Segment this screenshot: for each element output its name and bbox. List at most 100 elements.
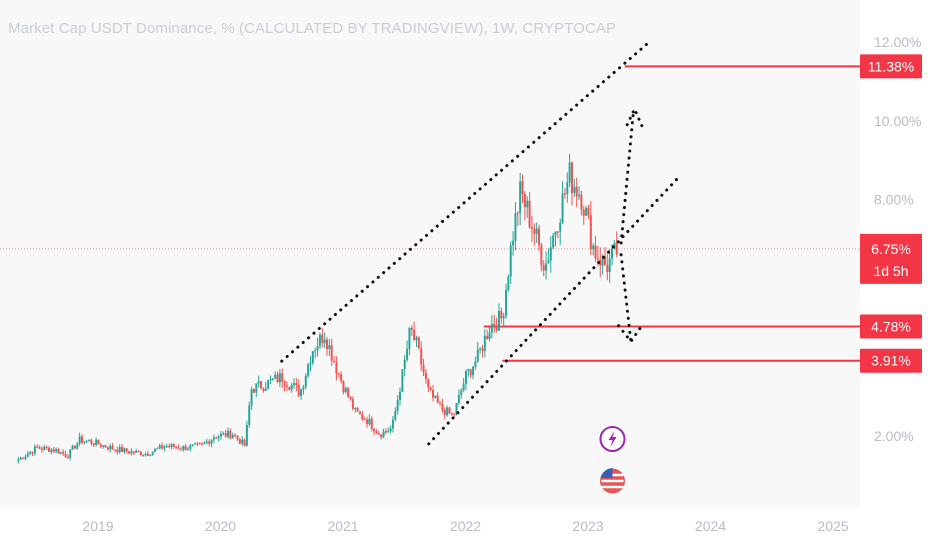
- candle-body: [556, 231, 559, 233]
- candle-body: [71, 445, 74, 450]
- candle-body: [219, 433, 222, 437]
- candle-body: [587, 207, 590, 216]
- candle-body: [55, 449, 58, 452]
- candle-body: [50, 449, 53, 452]
- x-tick-label: 2022: [450, 518, 481, 534]
- candle-body: [33, 446, 36, 454]
- candle-body: [285, 385, 288, 387]
- candle-body: [540, 245, 543, 266]
- candle-body: [594, 245, 597, 259]
- candle-body: [441, 403, 444, 410]
- candle-body: [448, 407, 451, 414]
- candle-body: [293, 383, 295, 385]
- candle-body: [106, 447, 109, 450]
- candle-body: [83, 441, 86, 443]
- candle-body: [260, 381, 263, 389]
- y-tick-label: 10.00%: [874, 113, 921, 129]
- candle-body: [462, 383, 465, 391]
- candle-body: [297, 385, 300, 396]
- candle-body: [344, 387, 347, 393]
- candle-body: [121, 447, 124, 453]
- candle-body: [519, 181, 522, 214]
- candle-body: [36, 446, 39, 448]
- candle-body: [340, 374, 343, 382]
- candle-body: [146, 453, 149, 456]
- candle-body: [281, 373, 284, 382]
- candle-body: [530, 227, 533, 229]
- candle-body: [443, 409, 446, 416]
- candle-body: [278, 373, 281, 383]
- candle-body: [255, 383, 258, 393]
- candle-body: [337, 373, 340, 375]
- candle-body: [542, 265, 545, 271]
- candle-body: [408, 327, 411, 349]
- candle-body: [123, 448, 126, 453]
- projection-up-arrowhead: [625, 105, 645, 131]
- projection-up-line[interactable]: [619, 111, 635, 245]
- candle-body: [170, 444, 173, 447]
- candle-body: [611, 248, 614, 259]
- candle-body: [568, 162, 571, 183]
- candle-body: [596, 258, 599, 260]
- candle-body: [224, 433, 227, 437]
- candle-body: [31, 452, 34, 454]
- candle-body: [464, 370, 467, 384]
- candle-body: [375, 431, 378, 433]
- x-tick-label: 2021: [327, 518, 358, 534]
- candle-body: [109, 445, 112, 450]
- level-price-label: 11.38%: [868, 58, 914, 74]
- candle-body: [321, 334, 324, 344]
- projection-down-arrowhead: [617, 324, 644, 344]
- projection-down-line[interactable]: [619, 253, 633, 343]
- candle-body: [363, 419, 366, 421]
- candle-body: [439, 402, 442, 404]
- candle-body: [118, 447, 121, 453]
- candle-body: [582, 209, 585, 216]
- channel-upper-trendline[interactable]: [280, 40, 651, 363]
- candle-body: [222, 433, 225, 435]
- candle-body: [415, 337, 418, 341]
- candle-body: [387, 430, 390, 432]
- candle-body: [561, 193, 564, 223]
- candle-body: [422, 364, 425, 373]
- candle-body: [469, 369, 472, 376]
- level-price-label: 3.91%: [871, 353, 911, 369]
- candle-body: [161, 445, 164, 449]
- candle-body: [535, 228, 538, 235]
- candle-body: [578, 194, 581, 197]
- candle-body: [48, 447, 50, 452]
- candle-body: [295, 383, 298, 386]
- candle-body: [361, 414, 364, 420]
- candle-body: [64, 453, 67, 457]
- candle-body: [88, 440, 91, 442]
- candle-body: [95, 439, 98, 445]
- candle-body: [24, 456, 27, 459]
- candle-body: [516, 213, 519, 215]
- candle-body: [354, 407, 357, 409]
- candle-body: [40, 448, 43, 450]
- candle-body: [358, 411, 361, 415]
- candle-body: [427, 379, 430, 388]
- candle-body: [399, 391, 402, 400]
- channel-lower-trendline[interactable]: [427, 174, 682, 446]
- candle-body: [116, 449, 119, 453]
- candle-body: [248, 405, 251, 426]
- candle-body: [486, 335, 489, 339]
- candle-body: [154, 449, 157, 452]
- candle-body: [566, 182, 569, 195]
- candle-body: [165, 446, 168, 448]
- candle-body: [314, 350, 317, 352]
- x-tick-label: 2025: [817, 518, 848, 534]
- candle-body: [43, 446, 46, 450]
- lightning-icon-glyph: [608, 431, 617, 447]
- candle-body: [59, 452, 62, 454]
- candle-body: [229, 430, 232, 439]
- candle-body: [424, 372, 427, 380]
- candle-body: [601, 255, 604, 266]
- candle-body: [92, 443, 95, 445]
- candle-body: [194, 443, 197, 445]
- x-tick-label: 2024: [695, 518, 726, 534]
- candle-body: [476, 349, 479, 362]
- candle-body: [156, 448, 159, 450]
